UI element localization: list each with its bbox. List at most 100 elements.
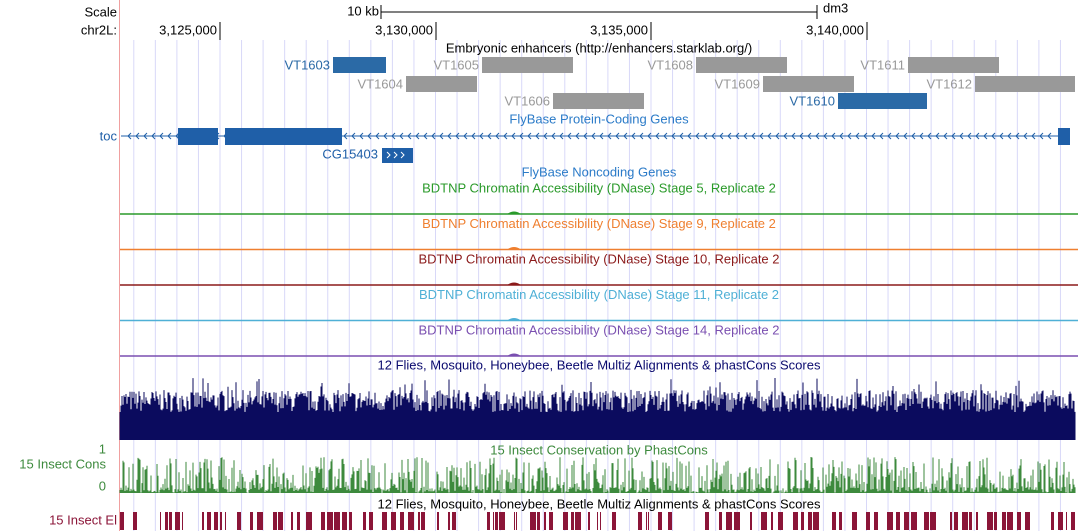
element (452, 512, 456, 530)
element (363, 512, 366, 530)
enhancer-label: VT1603 (284, 57, 330, 72)
strand-arrow (559, 132, 564, 140)
strand-arrow (743, 132, 748, 140)
element (1025, 512, 1030, 530)
element (514, 512, 515, 530)
strand-arrow (383, 132, 388, 140)
exon (1058, 128, 1070, 145)
strand-arrow (127, 132, 132, 140)
element (250, 512, 253, 530)
strand-arrow (423, 132, 428, 140)
strand-arrow (695, 132, 700, 140)
strand-arrow (167, 132, 172, 140)
strand-arrow (455, 132, 460, 140)
track-title: BDTNP Chromatin Accessibility (DNase) St… (422, 216, 776, 231)
strand-arrow (671, 132, 676, 140)
strand-arrow (535, 132, 540, 140)
strand-arrow (735, 132, 740, 140)
element (911, 512, 917, 530)
signal-bump (507, 247, 521, 250)
chrom-label: chr2L: (81, 22, 117, 37)
element (866, 512, 870, 530)
strand-arrow (367, 132, 372, 140)
element (493, 512, 494, 530)
track-title: BDTNP Chromatin Accessibility (DNase) St… (419, 287, 779, 302)
enhancer (696, 57, 787, 73)
element (813, 512, 819, 530)
enhancer (763, 76, 854, 92)
ruler-position: 3,135,000 (590, 22, 648, 37)
strand-arrow (767, 132, 772, 140)
element (391, 512, 396, 530)
strand-arrow (679, 132, 684, 140)
element (237, 512, 241, 530)
enhancer (333, 57, 386, 73)
strand-arrow (855, 132, 860, 140)
strand-arrow (711, 132, 716, 140)
element (771, 512, 773, 530)
element (225, 512, 226, 530)
enhancer (406, 76, 477, 92)
element (638, 512, 642, 530)
element (648, 512, 649, 530)
strand-arrow (151, 132, 156, 140)
element (832, 512, 836, 530)
element (349, 512, 352, 530)
element (1051, 512, 1054, 530)
track-label: 15 Insect El (49, 512, 117, 527)
strand-arrow (879, 132, 884, 140)
strand-arrow (567, 132, 572, 140)
enhancer-label: VT1605 (433, 57, 479, 72)
strand-arrow (847, 132, 852, 140)
element (801, 512, 804, 530)
track-title: Embryonic enhancers (http://enhancers.st… (446, 40, 752, 55)
enhancer-label: VT1610 (789, 93, 835, 108)
strand-arrow (343, 132, 348, 140)
strand-arrow (386, 151, 391, 159)
strand-arrow (759, 132, 764, 140)
strand-arrow (135, 132, 140, 140)
element (214, 512, 218, 530)
strand-arrow (527, 132, 532, 140)
strand-arrow (431, 132, 436, 140)
strand-arrow (543, 132, 548, 140)
element (165, 512, 168, 530)
element (793, 512, 798, 530)
strand-arrow (583, 132, 588, 140)
element (291, 512, 293, 530)
strand-arrow (911, 132, 916, 140)
element (1058, 512, 1063, 530)
ruler-position: 3,140,000 (806, 22, 864, 37)
axis-label: 0 (99, 478, 106, 493)
strand-arrow (599, 132, 604, 140)
element (761, 512, 767, 530)
element (658, 512, 662, 530)
element (969, 512, 972, 530)
strand-arrow (503, 132, 508, 140)
strand-arrow (959, 132, 964, 140)
strand-arrow (631, 132, 636, 140)
strand-arrow (399, 132, 404, 140)
element (160, 512, 161, 530)
scale-bar-label: 10 kb (347, 3, 379, 18)
strand-arrow (375, 132, 380, 140)
strand-arrow (863, 132, 868, 140)
element (382, 512, 387, 530)
element (306, 512, 312, 530)
element (750, 512, 752, 530)
element (646, 512, 647, 530)
gene-label: toc (100, 128, 118, 143)
strand-arrow (647, 132, 652, 140)
strand-arrow (391, 132, 396, 140)
strand-arrow (991, 132, 996, 140)
element (297, 512, 300, 530)
strand-arrow (487, 132, 492, 140)
element (1002, 512, 1006, 530)
track-title: 15 Insect Conservation by PhastCons (490, 442, 708, 457)
strand-arrow (919, 132, 924, 140)
strand-arrow (415, 132, 420, 140)
element (530, 512, 536, 530)
strand-arrow (615, 132, 620, 140)
strand-arrow (895, 132, 900, 140)
